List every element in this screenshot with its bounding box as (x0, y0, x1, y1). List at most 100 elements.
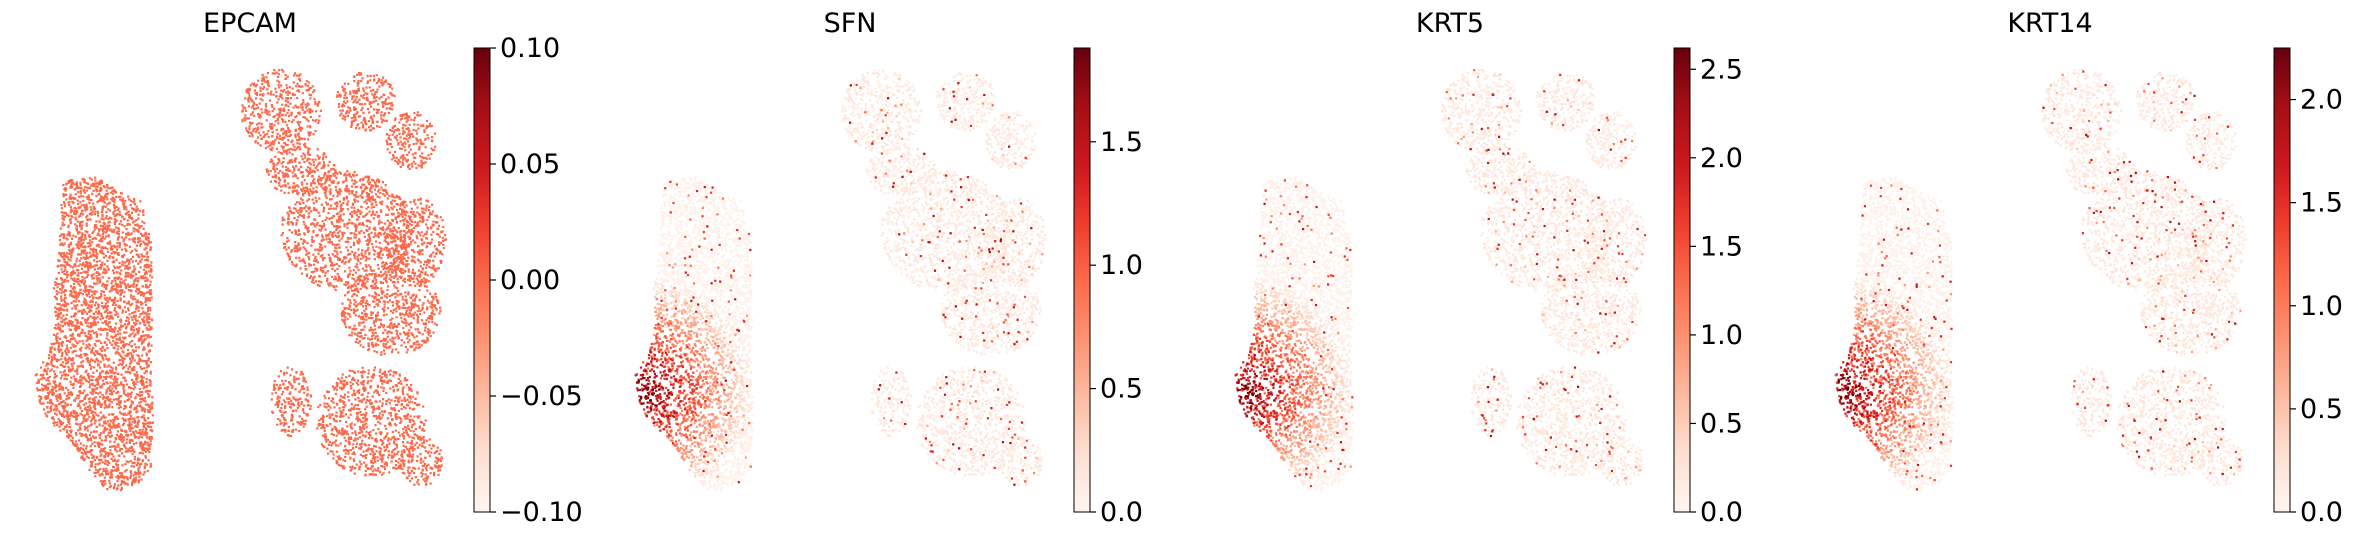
cell-point (105, 392, 108, 395)
cell-point (59, 288, 62, 291)
cell-point (102, 196, 105, 199)
cell-point (106, 224, 109, 227)
cell-point (105, 215, 108, 218)
cell-point (93, 437, 96, 440)
cell-point (67, 243, 71, 246)
cell-point (64, 350, 67, 353)
cell-point (108, 220, 111, 223)
cell-point (92, 250, 95, 253)
cell-point (125, 233, 128, 236)
cell-point (95, 296, 98, 300)
cell-point (72, 415, 75, 418)
cell-point (36, 389, 39, 392)
cell-point (126, 271, 129, 274)
cell-point (50, 363, 53, 366)
cell-point (140, 433, 143, 436)
cell-point (93, 399, 97, 402)
cell-point (139, 391, 142, 394)
cell-point (146, 470, 149, 473)
cell-point (136, 319, 139, 322)
cell-point (115, 195, 118, 198)
cell-point (134, 273, 137, 276)
cell-point (113, 198, 116, 201)
cell-point (94, 436, 97, 439)
cell-point (102, 228, 105, 231)
cell-point (77, 354, 80, 358)
cell-point (124, 327, 128, 330)
cell-point (132, 461, 135, 464)
cell-point (114, 276, 117, 279)
cell-point (122, 436, 125, 439)
cell-point (133, 408, 136, 411)
cell-point (84, 235, 87, 238)
cell-point (78, 291, 81, 294)
cell-point (143, 442, 146, 445)
cell-point (142, 234, 145, 237)
cell-point (99, 360, 102, 363)
cell-point (149, 248, 152, 252)
cell-point (120, 269, 123, 272)
cell-point (121, 367, 125, 370)
cell-point (54, 314, 58, 317)
cell-point (127, 434, 130, 437)
cell-point (148, 451, 151, 454)
cell-point (46, 382, 49, 386)
cell-point (66, 321, 69, 324)
cell-point (85, 196, 88, 199)
cell-point (130, 387, 133, 390)
cell-point (116, 381, 119, 384)
cell-point (92, 400, 95, 403)
cell-point (81, 433, 84, 436)
cell-point (119, 324, 122, 327)
cell-point (103, 476, 106, 479)
cell-point (96, 441, 99, 444)
cell-point (129, 275, 132, 278)
cell-point (64, 266, 67, 269)
cell-point (44, 395, 48, 399)
cell-point (67, 302, 70, 306)
cell-point (71, 181, 75, 184)
cell-point (70, 277, 73, 280)
cell-point (87, 194, 90, 197)
cell-point (55, 389, 58, 392)
cell-point (129, 251, 132, 254)
cell-point (85, 344, 88, 347)
cell-point (84, 378, 87, 381)
cell-point (125, 342, 128, 346)
cell-point (85, 216, 88, 219)
cell-point (101, 354, 104, 357)
cell-point (84, 371, 87, 374)
cell-point (117, 207, 120, 210)
cell-point (132, 285, 135, 288)
cell-point (143, 372, 146, 375)
cell-point (79, 214, 82, 217)
cell-point (77, 396, 80, 399)
cell-point (79, 288, 82, 291)
cell-point (112, 487, 116, 490)
cell-point (147, 263, 150, 267)
cell-point (93, 268, 96, 271)
cell-point (96, 402, 99, 405)
cell-point (131, 367, 134, 370)
cell-point (105, 337, 108, 340)
cell-point (104, 377, 107, 380)
cell-point (134, 471, 137, 474)
cell-point (65, 339, 69, 342)
cell-point (89, 285, 92, 288)
cell-point (81, 232, 84, 235)
cell-point (101, 206, 104, 209)
cell-point (78, 238, 81, 241)
cell-point (48, 375, 51, 378)
cell-point (75, 243, 78, 246)
cell-point (76, 280, 79, 284)
cell-point (129, 357, 132, 360)
cell-point (133, 335, 136, 338)
cell-point (144, 427, 148, 430)
cell-point (127, 367, 130, 370)
cell-point (109, 398, 112, 401)
cell-point (103, 349, 107, 352)
cell-point (90, 184, 93, 187)
cell-point (90, 411, 93, 414)
cell-point (59, 371, 62, 374)
cell-point (78, 259, 81, 262)
